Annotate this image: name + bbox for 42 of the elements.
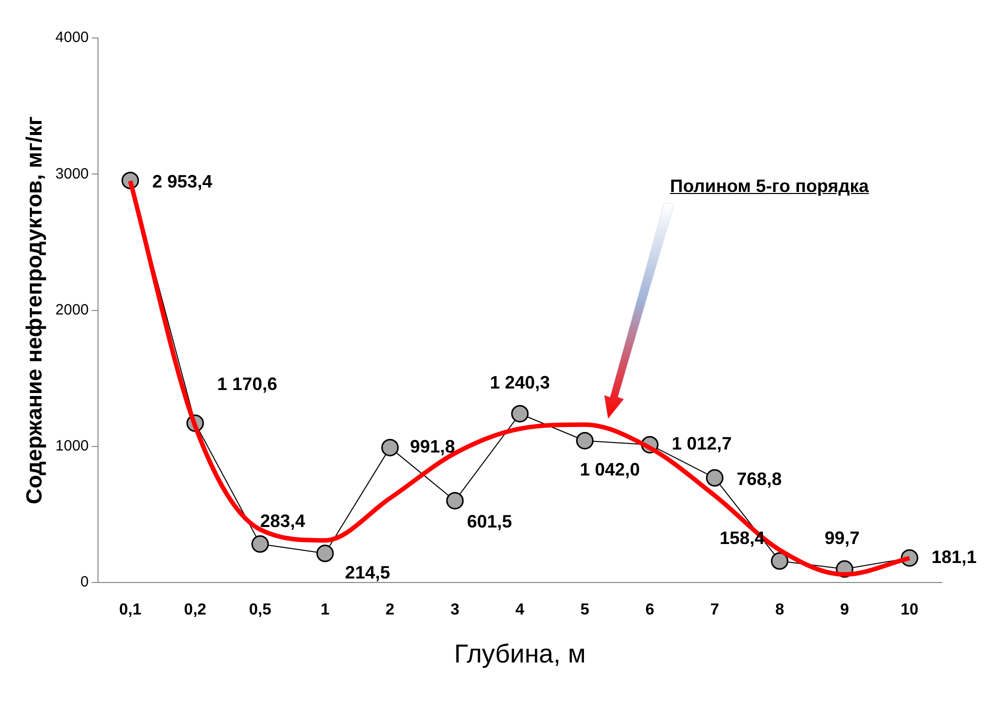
point bbox=[576, 432, 594, 450]
x-tick-label: 0,1 bbox=[119, 602, 142, 619]
annotation: Полином 5-го порядка bbox=[670, 176, 869, 197]
y-tick-label: 1000 bbox=[55, 438, 89, 455]
x-tick-label: 1 bbox=[320, 602, 330, 619]
x-tick-label: 7 bbox=[710, 602, 720, 619]
data-label: 181,1 bbox=[932, 546, 977, 567]
x-tick-label: 2 bbox=[386, 602, 395, 619]
data-label: 1 170,6 bbox=[217, 374, 278, 394]
y-tick-label: 2000 bbox=[55, 301, 89, 318]
x-tick-label: 4 bbox=[515, 602, 524, 619]
x-tick-label: 0,5 bbox=[248, 602, 272, 619]
data-label: 283,4 bbox=[260, 510, 306, 531]
x-tick-label: 3 bbox=[450, 602, 460, 619]
x-tick-label: 0,2 bbox=[184, 602, 206, 619]
data-label: 768,8 bbox=[736, 468, 782, 489]
data-label: 1 240,3 bbox=[490, 372, 550, 393]
x-tick-label: 8 bbox=[775, 602, 784, 619]
data-label: 158,4 bbox=[720, 528, 765, 548]
point bbox=[511, 404, 529, 422]
y-tick-label: 3000 bbox=[55, 165, 89, 182]
x-tick-label: 5 bbox=[580, 602, 590, 619]
point bbox=[706, 469, 724, 487]
point bbox=[251, 535, 269, 553]
x-tick-label: 10 bbox=[900, 602, 919, 619]
y-tick-label: 0 bbox=[80, 574, 89, 591]
data-label: 1 012,7 bbox=[672, 434, 732, 454]
x-axis-title: Глубина, м bbox=[454, 638, 586, 669]
data-label: 2 953,4 bbox=[152, 171, 212, 192]
data-label: 601,5 bbox=[466, 512, 512, 532]
point bbox=[446, 492, 464, 510]
y-axis-title: Содержание нефтепродуктов, мг/кг bbox=[21, 116, 46, 504]
point bbox=[316, 544, 334, 562]
x-tick-label: 6 bbox=[645, 602, 654, 619]
y-tick-label: 4000 bbox=[55, 29, 89, 46]
data-label: 991,8 bbox=[410, 436, 456, 457]
x-tick-label: 9 bbox=[840, 602, 850, 619]
data-label: 99,7 bbox=[824, 528, 860, 548]
data-label: 1 042,0 bbox=[580, 460, 640, 480]
point bbox=[381, 438, 399, 456]
point bbox=[770, 552, 788, 570]
data-label: 214,5 bbox=[345, 562, 390, 582]
